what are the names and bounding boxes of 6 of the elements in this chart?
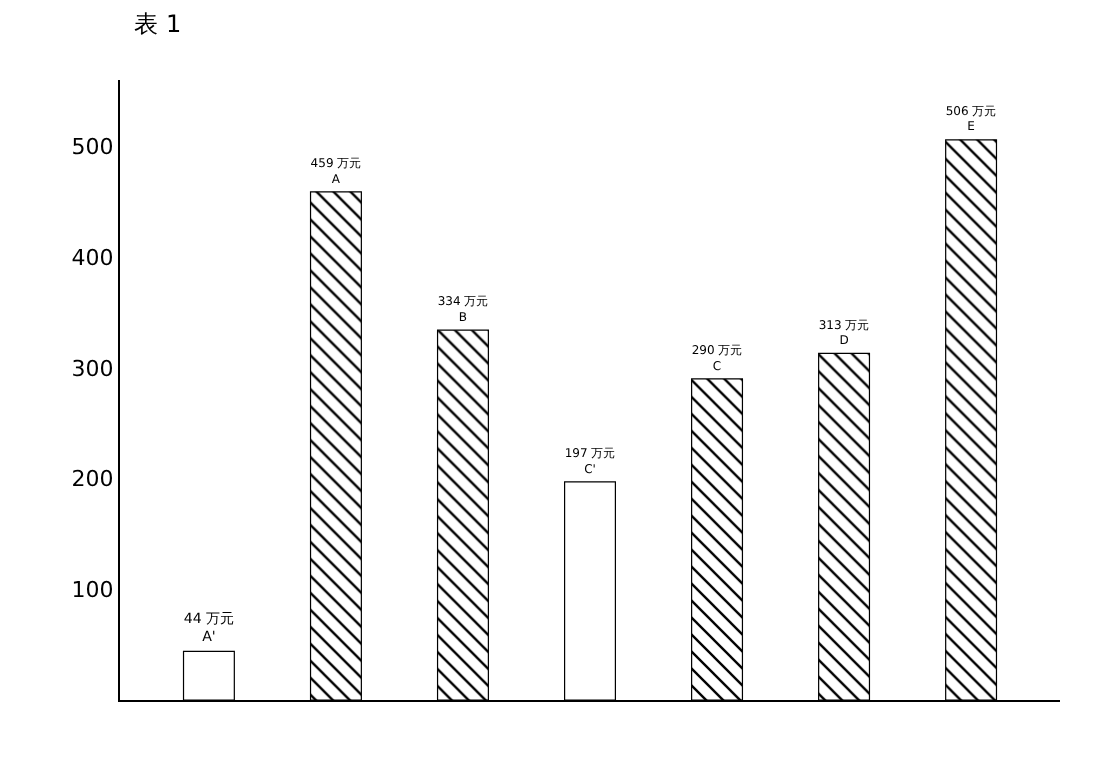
- y-tick-label: 100: [71, 576, 114, 603]
- y-tick-label: 300: [71, 355, 114, 382]
- y-tick-label: 200: [71, 466, 114, 493]
- y-tick-label: 400: [71, 244, 114, 271]
- y-tick-label: 500: [71, 134, 114, 161]
- chart-title: 表 1: [134, 10, 182, 38]
